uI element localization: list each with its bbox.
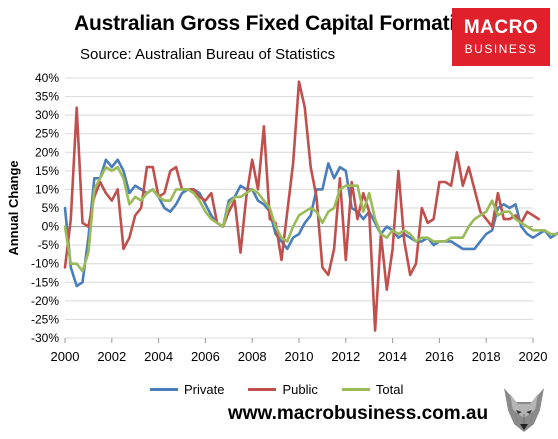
y-tick-label: -30% bbox=[31, 331, 59, 345]
legend-label-private: Private bbox=[184, 381, 225, 397]
logo-text-top: MACRO bbox=[463, 17, 539, 38]
legend-item-public: Public bbox=[248, 381, 318, 397]
x-tick-label: 2012 bbox=[331, 349, 360, 364]
x-tick-label: 2014 bbox=[378, 349, 407, 364]
y-tick-label: 20% bbox=[35, 145, 59, 159]
x-tick-label: 2018 bbox=[472, 349, 501, 364]
y-tick-label: 35% bbox=[35, 90, 59, 104]
legend-swatch-private bbox=[150, 387, 178, 391]
legend-swatch-public bbox=[248, 387, 277, 391]
y-tick-label: 40% bbox=[35, 71, 59, 85]
legend-item-private: Private bbox=[150, 382, 224, 397]
legend-label-public: Public bbox=[282, 381, 318, 397]
y-tick-label: -5% bbox=[38, 238, 60, 252]
series-line-total bbox=[63, 165, 558, 273]
y-tick-label: -15% bbox=[31, 275, 59, 289]
legend-label-total: Total bbox=[375, 381, 404, 397]
chart-title: Australian Gross Fixed Capital Formation bbox=[74, 12, 481, 35]
y-tick-label: 15% bbox=[35, 164, 59, 178]
x-tick-label: 2002 bbox=[97, 349, 126, 364]
x-tick-label: 2000 bbox=[51, 349, 80, 364]
y-tick-label: -20% bbox=[31, 294, 59, 308]
series-line-public bbox=[63, 80, 541, 332]
macro-business-logo: MACRO BUSINESS bbox=[452, 8, 550, 66]
y-tick-label: -10% bbox=[31, 257, 59, 271]
y-tick-label: 30% bbox=[35, 108, 59, 122]
y-tick-label: 0% bbox=[42, 220, 60, 234]
y-tick-label: 25% bbox=[35, 127, 59, 141]
series-line-private bbox=[63, 158, 558, 288]
website-url: www.macrobusiness.com.au bbox=[228, 403, 489, 424]
line-chart: -30% -25% -20% -15% -10% -5% 0% 5% 10% 15% 20% 25% 3… bbox=[6, 71, 558, 364]
y-axis-title: Annual Change bbox=[6, 160, 21, 255]
x-tick-label: 2010 bbox=[285, 349, 314, 364]
legend-item-total: Total bbox=[341, 381, 404, 397]
logo-text-bottom: BUSINESS bbox=[464, 42, 538, 56]
x-tick-label: 2008 bbox=[238, 349, 267, 364]
x-tick-label: 2016 bbox=[425, 349, 454, 364]
wolf-logo-icon bbox=[504, 388, 544, 432]
y-tick-label: 10% bbox=[35, 182, 59, 196]
chart-subtitle: Source: Australian Bureau of Statistics bbox=[80, 46, 336, 63]
legend-swatch-total bbox=[341, 387, 370, 391]
x-tick-label: 2006 bbox=[191, 349, 220, 364]
y-tick-label: 5% bbox=[42, 201, 60, 215]
chart-legend: Private Public Total bbox=[150, 381, 427, 397]
x-tick-label: 2004 bbox=[144, 349, 173, 364]
x-tick-label: 2020 bbox=[519, 349, 548, 364]
y-tick-label: -25% bbox=[31, 312, 59, 326]
